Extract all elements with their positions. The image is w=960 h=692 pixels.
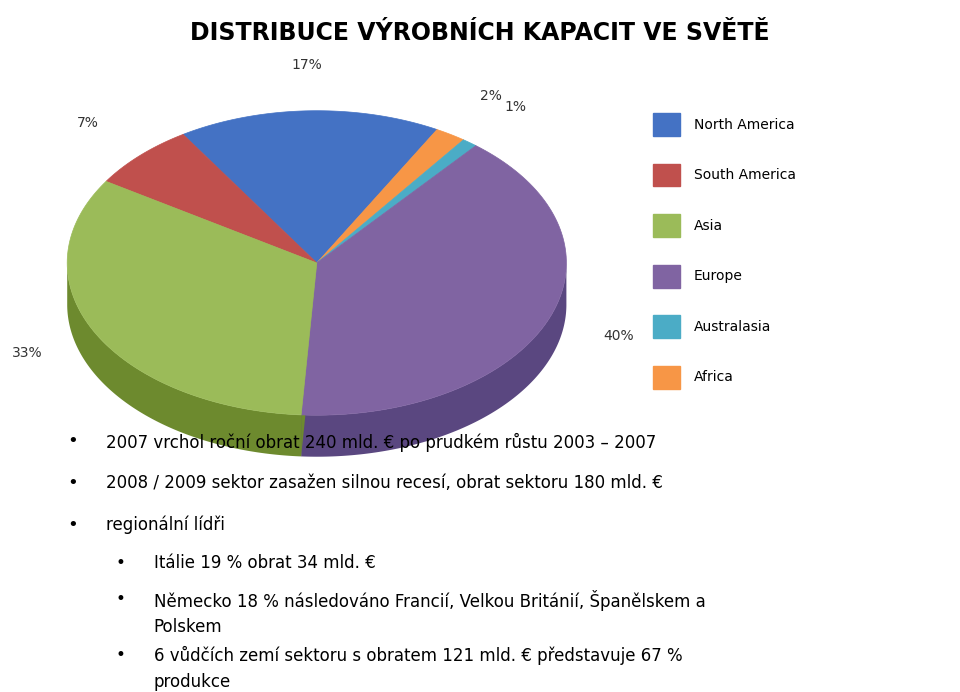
Text: Asia: Asia (694, 219, 723, 233)
FancyBboxPatch shape (653, 113, 680, 136)
Text: 6 vůdčích zemí sektoru s obratem 121 mld. € představuje 67 %: 6 vůdčích zemí sektoru s obratem 121 mld… (154, 646, 683, 665)
Text: Africa: Africa (694, 370, 734, 384)
FancyBboxPatch shape (653, 366, 680, 389)
Text: •: • (115, 646, 125, 664)
Text: 17%: 17% (291, 58, 322, 72)
Polygon shape (183, 111, 437, 263)
Text: South America: South America (694, 168, 796, 182)
Text: produkce: produkce (154, 673, 230, 691)
FancyBboxPatch shape (653, 316, 680, 338)
Text: Australasia: Australasia (694, 320, 772, 334)
Polygon shape (67, 181, 317, 415)
Text: 40%: 40% (603, 329, 634, 343)
Text: 2007 vrchol roční obrat 240 mld. € po prudkém růstu 2003 – 2007: 2007 vrchol roční obrat 240 mld. € po pr… (106, 432, 656, 452)
Text: 7%: 7% (77, 116, 98, 130)
Text: 1%: 1% (505, 100, 527, 113)
Text: 33%: 33% (12, 346, 43, 360)
Text: Itálie 19 % obrat 34 mld. €: Itálie 19 % obrat 34 mld. € (154, 554, 375, 572)
Text: •: • (67, 516, 78, 534)
Text: •: • (115, 590, 125, 608)
Polygon shape (67, 264, 301, 457)
Polygon shape (317, 140, 476, 263)
Polygon shape (301, 263, 317, 457)
Text: •: • (67, 432, 78, 450)
FancyBboxPatch shape (653, 264, 680, 288)
Polygon shape (106, 134, 317, 263)
Text: North America: North America (694, 118, 795, 131)
Text: Europe: Europe (694, 269, 743, 283)
Text: DISTRIBUCE VÝROBNÍCH KAPACIT VE SVĚTĚ: DISTRIBUCE VÝROBNÍCH KAPACIT VE SVĚTĚ (190, 21, 770, 45)
Text: Polskem: Polskem (154, 618, 222, 636)
Text: Německo 18 % následováno Francií, Velkou Británií, Španělskem a: Německo 18 % následováno Francií, Velkou… (154, 590, 706, 611)
Text: 2%: 2% (480, 89, 502, 103)
Polygon shape (317, 129, 464, 263)
Polygon shape (301, 263, 317, 457)
Text: 2008 / 2009 sektor zasažen silnou recesí, obrat sektoru 180 mld. €: 2008 / 2009 sektor zasažen silnou recesí… (106, 474, 662, 492)
Text: •: • (115, 554, 125, 572)
Polygon shape (301, 145, 566, 415)
FancyBboxPatch shape (653, 163, 680, 186)
Polygon shape (301, 264, 566, 457)
Text: regionální lídři: regionální lídři (106, 516, 225, 534)
FancyBboxPatch shape (653, 215, 680, 237)
Text: •: • (67, 474, 78, 492)
